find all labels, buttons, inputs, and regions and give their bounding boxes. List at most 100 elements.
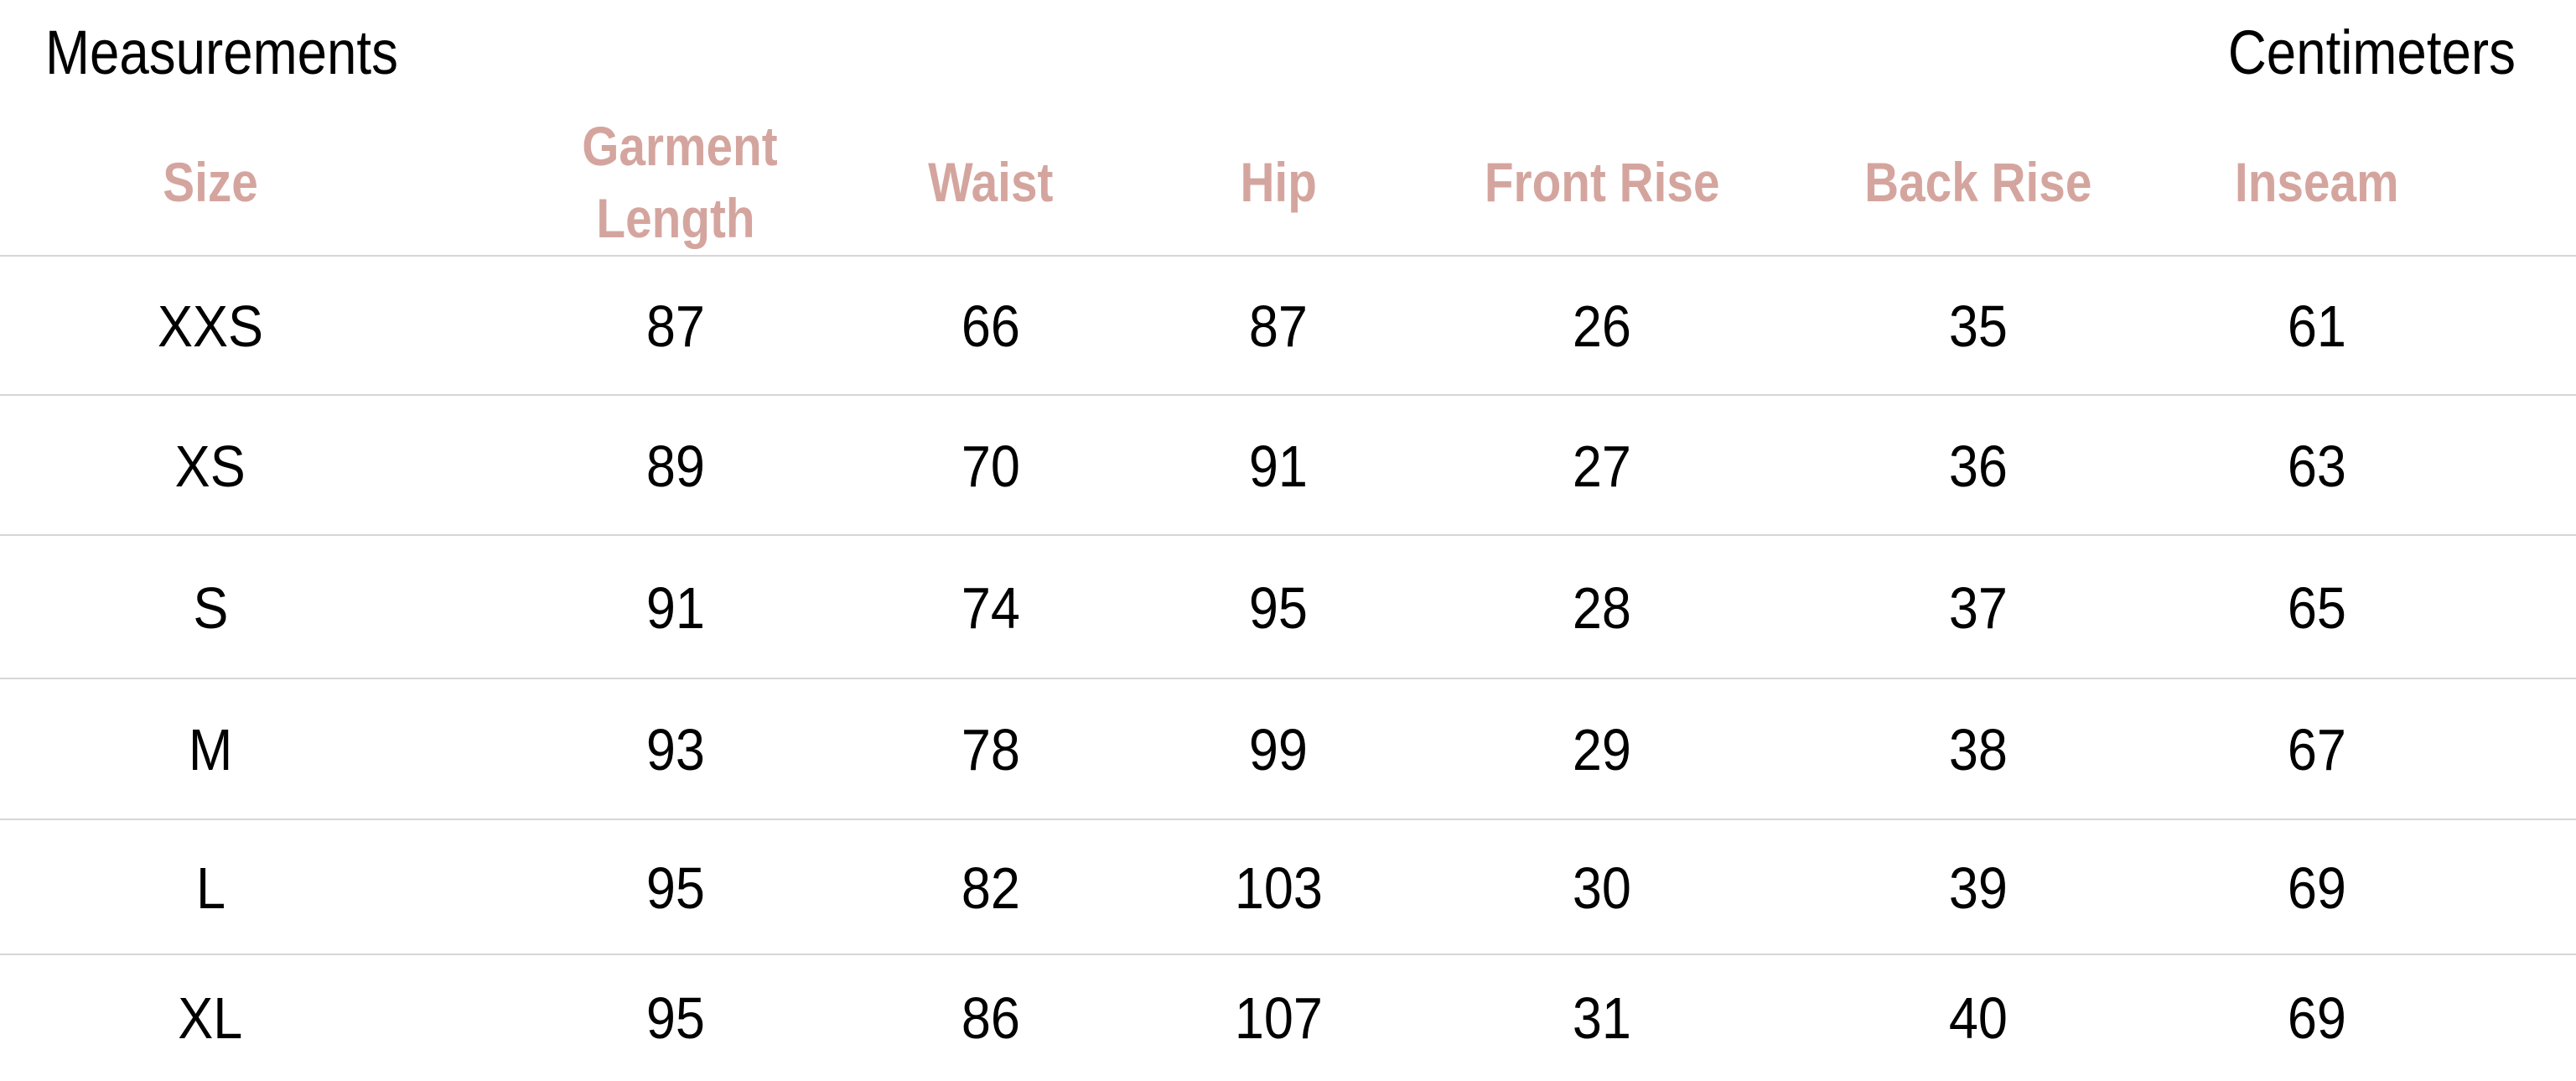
column-header: Front Rise <box>1434 109 1770 255</box>
value-cell: 103 <box>1111 820 1446 955</box>
value-cell: 69 <box>2149 955 2485 1081</box>
value-cell: 66 <box>823 257 1158 396</box>
cell-text: 89 <box>645 433 706 499</box>
cell-text: 37 <box>1948 574 2008 641</box>
unit-label: Centimeters <box>2227 18 2516 87</box>
cell-text: 27 <box>1572 433 1632 499</box>
cell-text: M <box>188 717 233 782</box>
table-row: M 93 78 99 29 38 67 <box>0 678 2576 820</box>
value-cell: 30 <box>1434 820 1770 955</box>
size-cell: XS <box>43 396 378 536</box>
value-cell: 93 <box>508 679 843 820</box>
value-cell: 78 <box>823 679 1158 820</box>
cell-text: 82 <box>961 855 1021 921</box>
cell-text: 74 <box>961 574 1021 641</box>
cell-text: 87 <box>1248 294 1309 359</box>
column-header: Inseam <box>2149 109 2485 255</box>
cell-text: 26 <box>1572 294 1632 359</box>
cell-text: 36 <box>1948 433 2008 499</box>
table-row: XL 95 86 107 31 40 69 <box>0 954 2576 1081</box>
value-cell: 26 <box>1434 257 1770 396</box>
value-cell: 74 <box>823 536 1158 679</box>
size-cell: XXS <box>43 257 378 396</box>
value-cell: 28 <box>1434 536 1770 679</box>
cell-text: 95 <box>645 985 706 1051</box>
column-header-label: Inseam <box>2235 151 2399 213</box>
cell-text: 107 <box>1234 985 1323 1051</box>
table-row: S 91 74 95 28 37 65 <box>0 534 2576 679</box>
value-cell: 86 <box>823 955 1158 1081</box>
cell-text: 91 <box>645 574 706 641</box>
cell-text: 93 <box>645 717 706 782</box>
value-cell: 99 <box>1111 679 1446 820</box>
cell-text: 28 <box>1572 574 1632 641</box>
value-cell: 69 <box>2149 820 2485 955</box>
table-row: L 95 82 103 30 39 69 <box>0 819 2576 955</box>
cell-text: 30 <box>1572 855 1632 921</box>
value-cell: 67 <box>2149 679 2485 820</box>
cell-text: 87 <box>645 294 706 359</box>
value-cell: 82 <box>823 820 1158 955</box>
column-header-label: Garment Length <box>582 115 778 249</box>
value-cell: 63 <box>2149 396 2485 536</box>
cell-text: L <box>195 855 225 921</box>
cell-text: 95 <box>1248 574 1309 641</box>
cell-text: 63 <box>2287 433 2347 499</box>
size-cell: S <box>43 536 378 679</box>
column-header-label: Waist <box>928 151 1054 213</box>
cell-text: 95 <box>645 855 706 921</box>
cell-text: XXS <box>157 294 264 359</box>
cell-text: 78 <box>961 717 1021 782</box>
value-cell: 35 <box>1811 257 2146 396</box>
column-header-label: Back Rise <box>1864 151 2092 213</box>
cell-text: 35 <box>1948 294 2008 359</box>
cell-text: 31 <box>1572 985 1632 1051</box>
value-cell: 87 <box>508 257 843 396</box>
table-row: XS 89 70 91 27 36 63 <box>0 394 2576 536</box>
column-header-label: Hip <box>1240 151 1317 213</box>
cell-text: 69 <box>2287 985 2347 1051</box>
value-cell: 36 <box>1811 396 2146 536</box>
value-cell: 38 <box>1811 679 2146 820</box>
value-cell: 87 <box>1111 257 1446 396</box>
value-cell: 91 <box>508 536 843 679</box>
cell-text: 65 <box>2287 574 2347 641</box>
cell-text: S <box>192 574 229 641</box>
value-cell: 95 <box>1111 536 1446 679</box>
value-cell: 61 <box>2149 257 2485 396</box>
value-cell: 27 <box>1434 396 1770 536</box>
cell-text: XS <box>174 433 246 499</box>
value-cell: 70 <box>823 396 1158 536</box>
cell-text: 91 <box>1248 433 1309 499</box>
size-cell: L <box>43 820 378 955</box>
value-cell: 29 <box>1434 679 1770 820</box>
value-cell: 65 <box>2149 536 2485 679</box>
cell-text: 70 <box>961 433 1021 499</box>
cell-text: 66 <box>961 294 1021 359</box>
cell-text: 103 <box>1234 855 1323 921</box>
cell-text: 99 <box>1248 717 1309 782</box>
column-header: Size <box>43 109 378 255</box>
cell-text: 61 <box>2287 294 2347 359</box>
value-cell: 91 <box>1111 396 1446 536</box>
cell-text: XL <box>178 985 243 1051</box>
column-header: Hip <box>1111 109 1446 255</box>
column-header: Back Rise <box>1811 109 2146 255</box>
value-cell: 40 <box>1811 955 2146 1081</box>
value-cell: 95 <box>508 820 843 955</box>
value-cell: 107 <box>1111 955 1446 1081</box>
column-header: Waist <box>823 109 1158 255</box>
cell-text: 40 <box>1948 985 2008 1051</box>
cell-text: 29 <box>1572 717 1632 782</box>
cell-text: 67 <box>2287 717 2347 782</box>
value-cell: 39 <box>1811 820 2146 955</box>
column-header: Garment Length <box>508 109 843 255</box>
cell-text: 39 <box>1948 855 2008 921</box>
cell-text: 86 <box>961 985 1021 1051</box>
value-cell: 37 <box>1811 536 2146 679</box>
value-cell: 31 <box>1434 955 1770 1081</box>
size-cell: XL <box>43 955 378 1081</box>
cell-text: 38 <box>1948 717 2008 782</box>
table-title: Measurements <box>45 18 398 87</box>
size-cell: M <box>43 679 378 820</box>
